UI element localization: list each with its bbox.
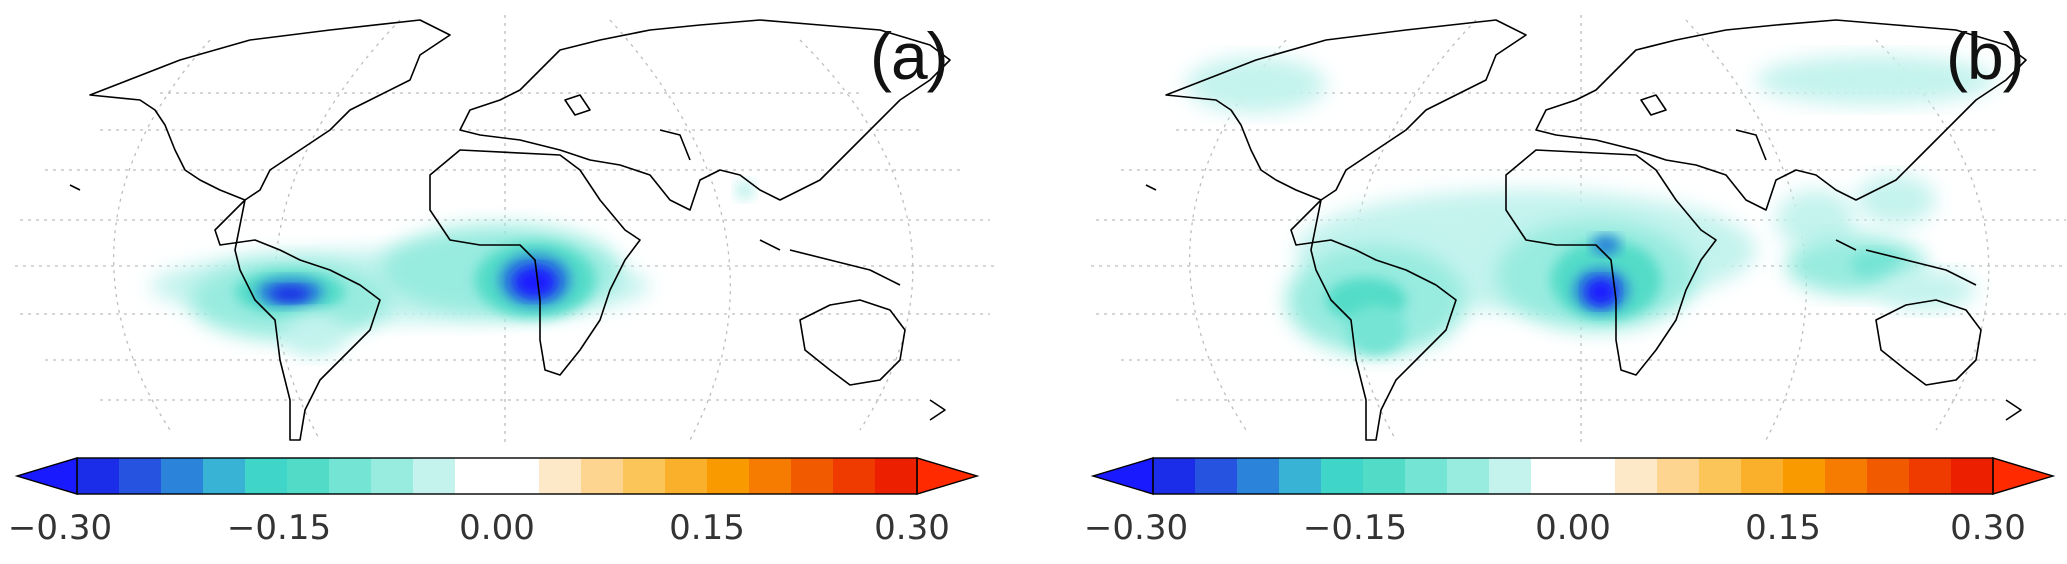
- colorbar-tick-label: 0.15: [1745, 508, 1821, 548]
- colorbar-tick-label: 0.15: [669, 508, 745, 548]
- colorbar-frame: [1152, 457, 1994, 495]
- colorbar-segment: [1867, 458, 1910, 494]
- colorbar-segment: [371, 458, 414, 494]
- colorbar-segment: [581, 458, 624, 494]
- colorbar-segment: [119, 458, 162, 494]
- colorbar-segment: [1951, 458, 1994, 494]
- colorbar-segment: [1363, 458, 1406, 494]
- colorbar-segment: [1615, 458, 1658, 494]
- colorbar-segment: [77, 458, 120, 494]
- colorbar-segment: [1657, 458, 1700, 494]
- colorbar-segment: [539, 458, 582, 494]
- colorbar-segment: [1489, 458, 1532, 494]
- colorbar-frame: [76, 457, 918, 495]
- colorbar-tick-label: 0.30: [874, 508, 950, 548]
- colorbar-segment: [287, 458, 330, 494]
- colorbar-segment: [161, 458, 204, 494]
- colorbar-tick-label: 0.30: [1950, 508, 2026, 548]
- panel-label-a: (a): [870, 19, 949, 93]
- colorbar-tick-label: −0.15: [226, 508, 332, 548]
- colorbar-segment: [1741, 458, 1784, 494]
- colorbar-a: [14, 457, 980, 495]
- colorbar-segment: [833, 458, 876, 494]
- colorbar-segment: [1699, 458, 1742, 494]
- colorbar-segment: [497, 458, 540, 494]
- colorbar-segment: [1153, 458, 1196, 494]
- colorbar-under-arrow: [1090, 457, 1154, 495]
- colorbar-segment: [791, 458, 834, 494]
- world-map-a: [15, 15, 995, 445]
- anomaly-field: [150, 180, 755, 357]
- colorbar-segment: [1279, 458, 1322, 494]
- colorbar-segment: [1237, 458, 1280, 494]
- colorbar-segment: [1573, 458, 1616, 494]
- colorbar-tick-label: 0.00: [459, 508, 535, 548]
- graticule: [15, 15, 995, 445]
- colorbar-tick-label: −0.30: [1083, 508, 1189, 548]
- colorbar-segment: [1531, 458, 1574, 494]
- colorbar-tick-label: −0.15: [1302, 508, 1408, 548]
- map-panel-b: (b) −0.30 −0.15 0.00 0.15 0.30: [1076, 0, 2067, 564]
- colorbar-over-arrow: [916, 457, 980, 495]
- colorbar-segment: [455, 458, 498, 494]
- colorbar-segment: [413, 458, 456, 494]
- colorbar-segment: [665, 458, 708, 494]
- colorbar-under-arrow: [14, 457, 78, 495]
- colorbar-segment: [1783, 458, 1826, 494]
- colorbar-segment: [623, 458, 666, 494]
- colorbar-segment: [1405, 458, 1448, 494]
- map-panel-a: (a) −0.30 −0.15 0.00 0.15 0.30: [0, 0, 1033, 564]
- colorbar-segment: [1909, 458, 1952, 494]
- colorbar-segment: [1195, 458, 1238, 494]
- colorbar-tick-label: −0.30: [7, 508, 113, 548]
- colorbar-segment: [749, 458, 792, 494]
- colorbar-segment: [1447, 458, 1490, 494]
- colorbar-segment: [707, 458, 750, 494]
- world-map-b: [1091, 15, 2067, 445]
- colorbar-b: [1090, 457, 2056, 495]
- coastlines: [1145, 19, 2027, 441]
- colorbar-over-arrow: [1992, 457, 2056, 495]
- colorbar-segment: [875, 458, 918, 494]
- colorbar-segment: [245, 458, 288, 494]
- anomaly-field: [1186, 55, 1996, 355]
- colorbar-segment: [1825, 458, 1868, 494]
- coastlines: [69, 19, 951, 441]
- panel-label-b: (b): [1946, 19, 2025, 93]
- colorbar-segment: [203, 458, 246, 494]
- colorbar-tick-label: 0.00: [1535, 508, 1611, 548]
- colorbar-segment: [329, 458, 372, 494]
- colorbar-segment: [1321, 458, 1364, 494]
